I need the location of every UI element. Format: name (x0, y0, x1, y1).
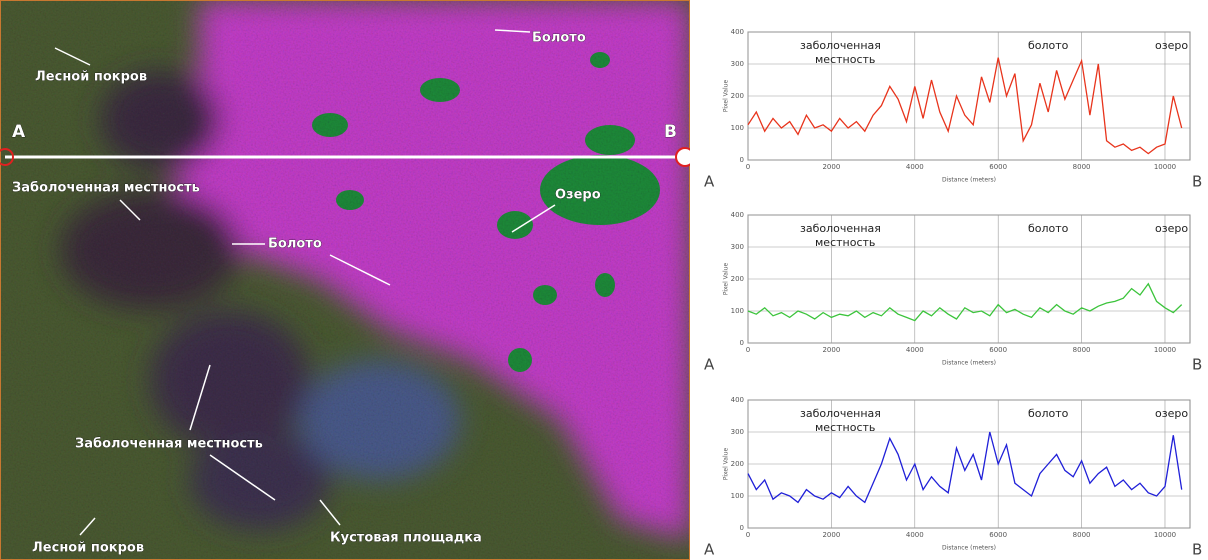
x-tick-label: 0 (746, 346, 750, 354)
page: Лесной покров Болото A B Заболоченная местно… (0, 0, 1208, 560)
y-axis-label: Pixel Value (723, 80, 730, 113)
image-label: B (664, 122, 677, 142)
end-label: B (1192, 541, 1202, 559)
x-tick-label: 0 (746, 163, 750, 171)
y-tick-label: 100 (731, 307, 744, 315)
y-tick-label: 0 (740, 524, 744, 532)
y-tick-label: 200 (731, 92, 744, 100)
annotation: болото (1028, 39, 1069, 52)
y-tick-label: 300 (731, 243, 744, 251)
annotation: озеро (1155, 222, 1188, 235)
y-axis-label: Pixel Value (723, 448, 730, 481)
y-tick-label: 200 (731, 275, 744, 283)
y-tick-label: 300 (731, 60, 744, 68)
sar-image: Лесной покров Болото A B Заболоченная местно… (0, 0, 690, 560)
y-tick-label: 300 (731, 428, 744, 436)
y-tick-label: 400 (731, 396, 744, 404)
image-label: Кустовая площадка (330, 531, 482, 546)
x-tick-label: 8000 (1073, 163, 1091, 171)
y-tick-label: 400 (731, 211, 744, 219)
image-label: Озеро (555, 188, 601, 203)
image-label: Лесной покров (35, 70, 147, 85)
x-tick-label: 6000 (989, 531, 1007, 539)
annotation: местность (815, 421, 875, 434)
x-tick-label: 10000 (1154, 163, 1176, 171)
annotation: болото (1028, 222, 1069, 235)
x-tick-label: 6000 (989, 163, 1007, 171)
x-tick-label: 0 (746, 531, 750, 539)
annotation: заболоченная (800, 39, 881, 52)
annotation: местность (815, 53, 875, 66)
x-tick-label: 6000 (989, 346, 1007, 354)
x-tick-label: 10000 (1154, 346, 1176, 354)
image-label: Болото (268, 237, 322, 252)
x-tick-label: 10000 (1154, 531, 1176, 539)
image-label: Заболоченная местность (75, 437, 263, 452)
y-tick-label: 100 (731, 492, 744, 500)
annotation: озеро (1155, 407, 1188, 420)
y-tick-label: 0 (740, 156, 744, 164)
x-axis-label: Distance (meters) (942, 545, 996, 552)
start-label: A (704, 173, 715, 191)
image-label: Заболоченная местность (12, 181, 200, 196)
y-tick-label: 400 (731, 28, 744, 36)
image-label: Лесной покров (32, 541, 144, 556)
end-label: B (1192, 173, 1202, 191)
x-axis-label: Distance (meters) (942, 360, 996, 367)
y-tick-label: 200 (731, 460, 744, 468)
x-tick-label: 8000 (1073, 346, 1091, 354)
x-axis-label: Distance (meters) (942, 177, 996, 184)
annotation: болото (1028, 407, 1069, 420)
end-label: B (1192, 356, 1202, 374)
start-label: A (704, 541, 715, 559)
x-tick-label: 2000 (822, 531, 840, 539)
x-tick-label: 4000 (906, 531, 924, 539)
image-label: A (12, 122, 26, 142)
annotation: озеро (1155, 39, 1188, 52)
annotation: местность (815, 236, 875, 249)
start-label: A (704, 356, 715, 374)
annotation: заболоченная (800, 407, 881, 420)
profile-end (676, 148, 690, 166)
x-tick-label: 4000 (906, 163, 924, 171)
x-tick-label: 4000 (906, 346, 924, 354)
y-tick-label: 100 (731, 124, 744, 132)
x-tick-label: 8000 (1073, 531, 1091, 539)
image-label: Болото (532, 31, 586, 46)
x-tick-label: 2000 (822, 346, 840, 354)
annotation: заболоченная (800, 222, 881, 235)
y-axis-label: Pixel Value (723, 263, 730, 296)
x-tick-label: 2000 (822, 163, 840, 171)
y-tick-label: 0 (740, 339, 744, 347)
